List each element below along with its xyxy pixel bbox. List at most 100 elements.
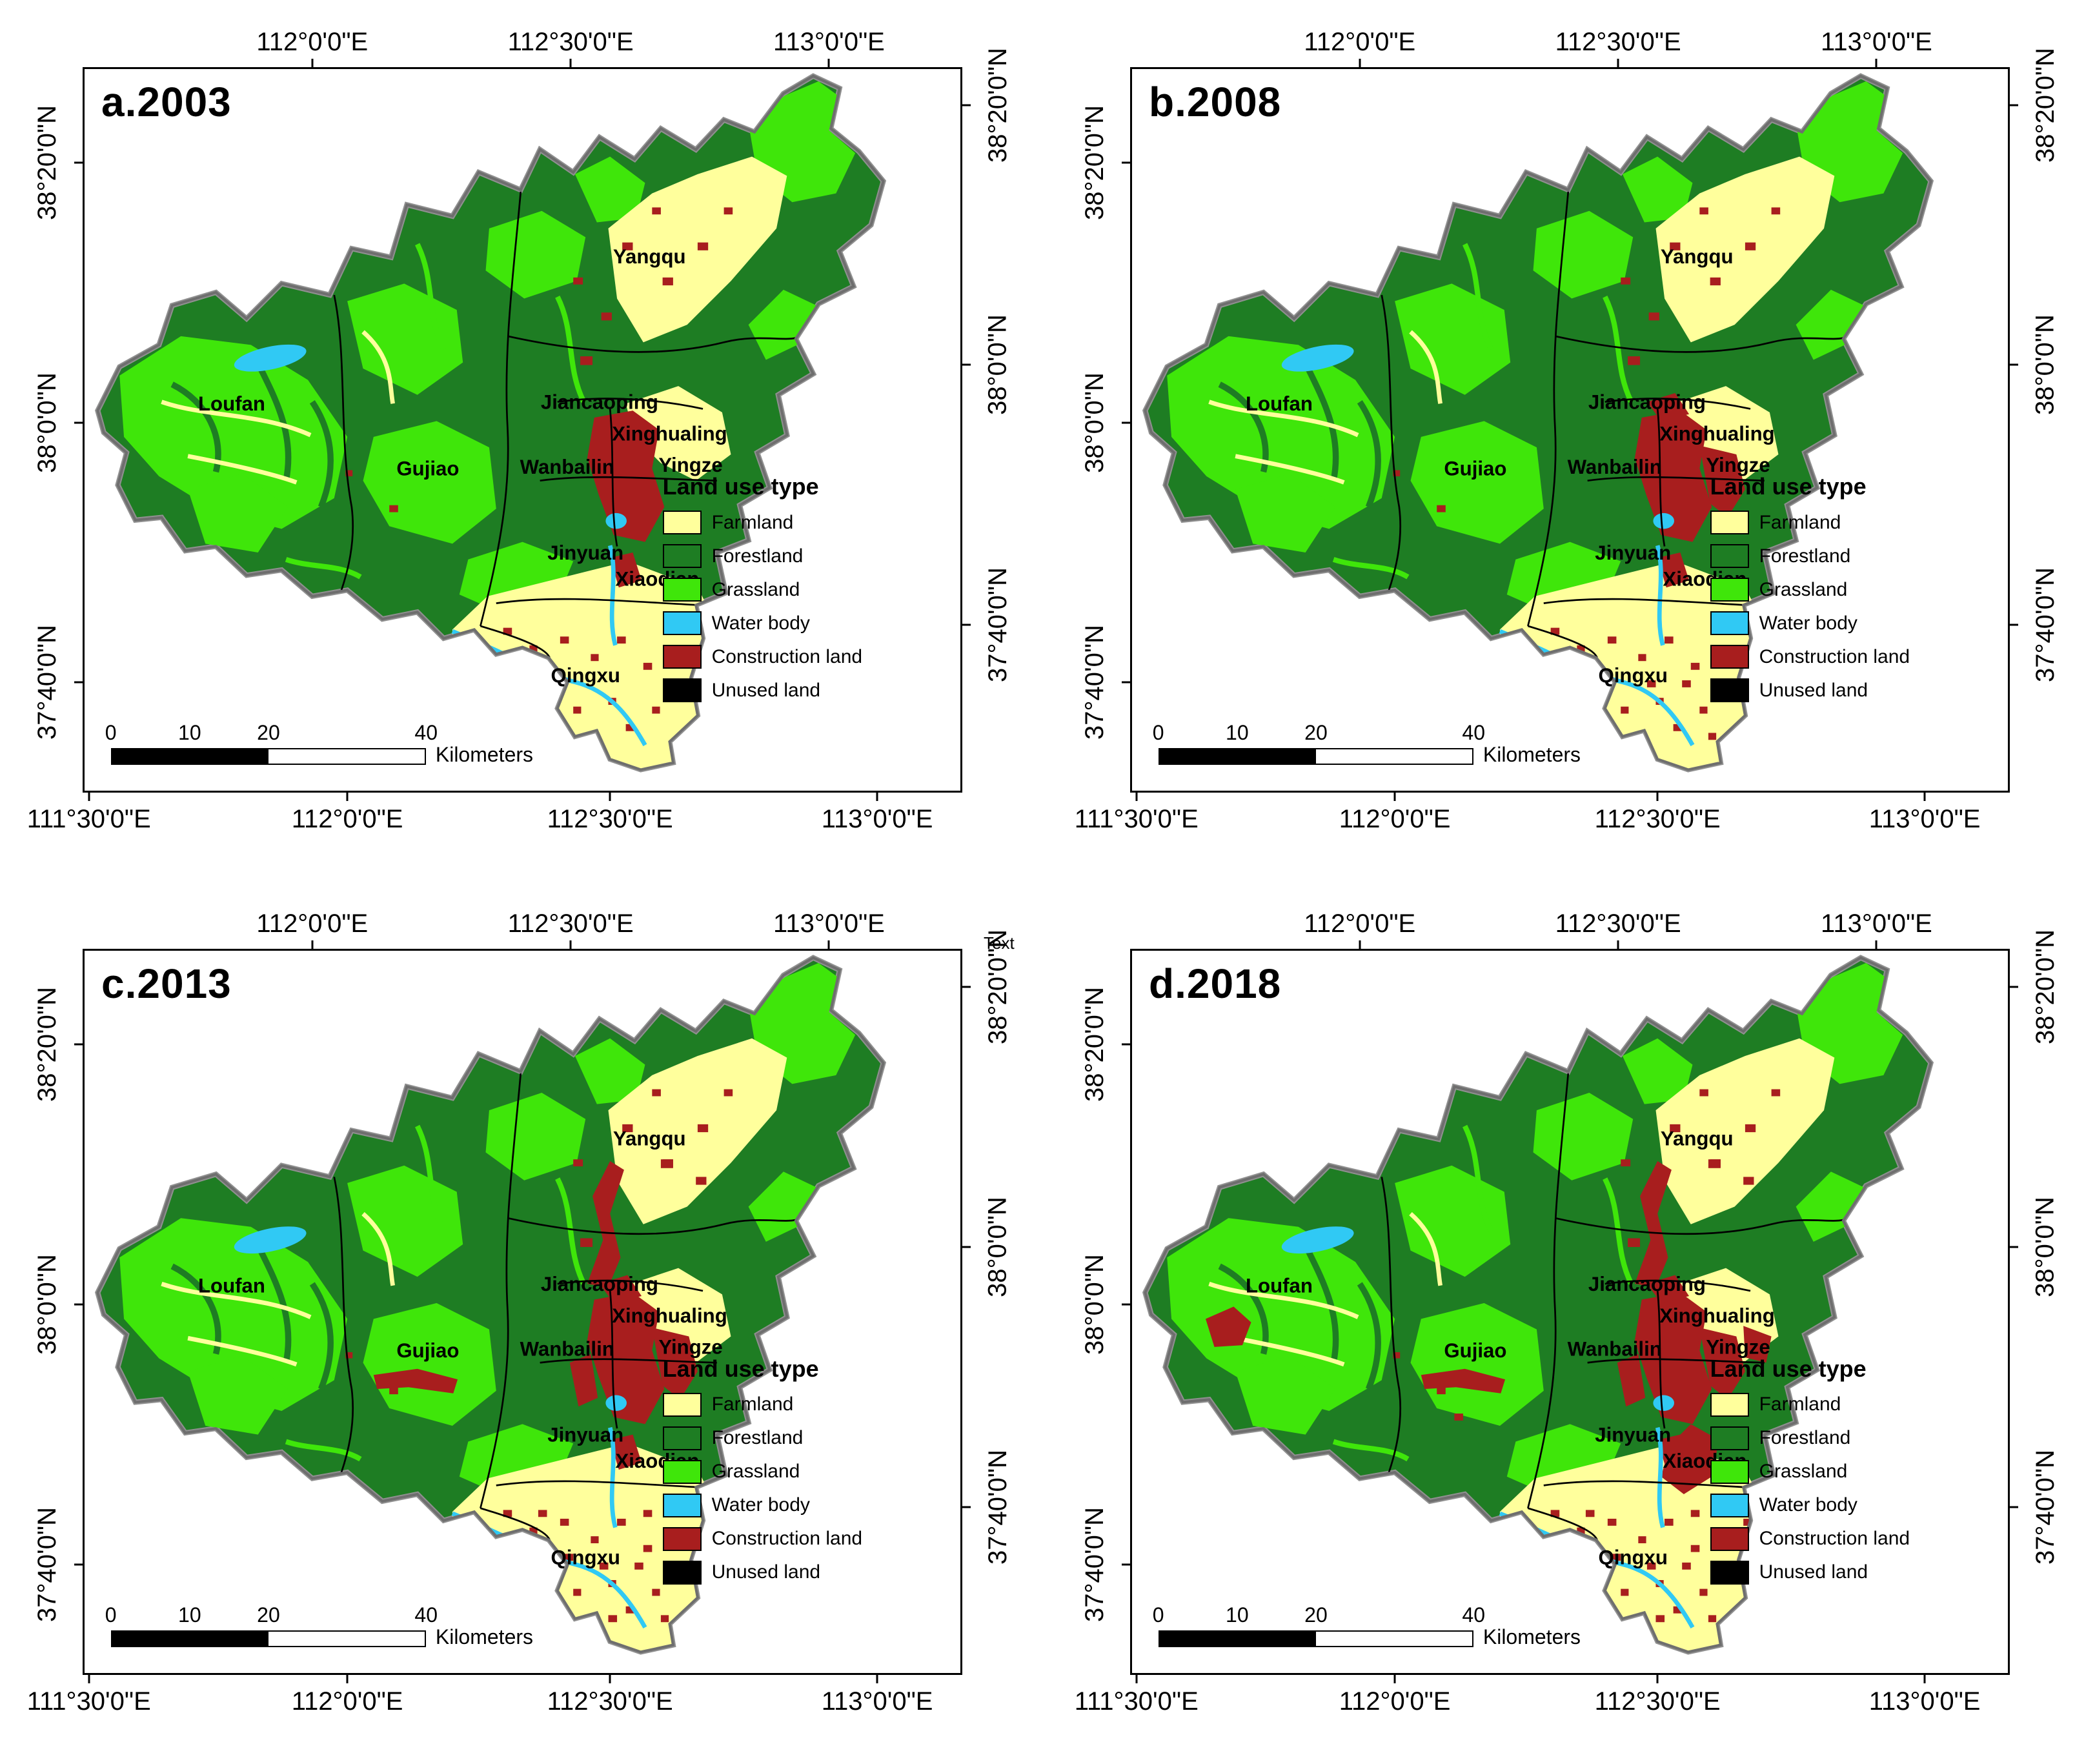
axis-tick [88, 1673, 90, 1683]
landuse-map: Yangqu Loufan Gujiao Jiancaoping Xinghualing… [1142, 73, 1934, 773]
axis-label-left: 37°40'0"N [1080, 1507, 1109, 1623]
legend-label: Unused land [1759, 679, 1868, 701]
axis-label-bottom: 113°0'0"E [821, 1687, 933, 1716]
axis-label-right: 38°0'0"N [2031, 314, 2060, 416]
district-label: Yangqu [1661, 1127, 1734, 1150]
axis-label-right: 38°0'0"N [984, 1196, 1012, 1297]
legend-item: Construction land [662, 1526, 863, 1551]
scalebar-tick-label: 0 [1152, 1603, 1164, 1627]
axis-label-right: 38°20'0"N [2031, 47, 2060, 163]
scalebar-segment-white [268, 1632, 425, 1647]
scalebar-segment-black [1159, 1632, 1316, 1647]
legend-title: Land use type [1710, 1355, 1867, 1382]
scalebar-segment-white [1315, 749, 1473, 764]
lake [1281, 344, 1354, 372]
axis-label-right: 38°0'0"N [2031, 1196, 2060, 1297]
district-label: Qingxu [1598, 664, 1667, 687]
axis-label-left: 38°0'0"N [33, 1254, 61, 1355]
map-canvas: 112°0'0"E 112°30'0"E 113°0'0"E 111°30'0"… [27, 29, 1012, 832]
legend-label: Forestland [711, 545, 804, 567]
scalebar-bar [1158, 748, 1474, 765]
legend-swatch-construction-land [1710, 645, 1749, 669]
legend-label: Construction land [711, 1528, 863, 1550]
legend-label: Forestland [1759, 1427, 1851, 1449]
district-label: Yangqu [1661, 245, 1734, 268]
axis-tick [74, 1303, 85, 1306]
axis-label-bottom: 112°0'0"E [1339, 1687, 1451, 1716]
legend-title: Land use type [662, 1355, 819, 1382]
axis-tick [1656, 1673, 1659, 1683]
scalebar-bar [110, 1630, 427, 1648]
district-label: Xinghualing [612, 422, 727, 445]
axis-label-top: 113°0'0"E [773, 909, 885, 938]
district-label: Yangqu [613, 1127, 686, 1150]
legend-swatch-grassland [662, 578, 702, 602]
district-label: Wanbailin [520, 1337, 614, 1360]
axis-tick [1923, 791, 1926, 801]
district-label: Jinyuan [547, 1423, 623, 1446]
legend-label: Unused land [711, 679, 821, 701]
legend-item: Farmland [662, 511, 862, 535]
legend-swatch-construction-land [662, 1526, 702, 1551]
legend-label: Grassland [1759, 578, 1848, 600]
axis-tick [1617, 59, 1619, 69]
map-canvas: 112°0'0"E 112°30'0"E 113°0'0"E 111°30'0"… [1075, 911, 2060, 1714]
axis-tick [74, 681, 85, 684]
scalebar-tick-label: 20 [1304, 721, 1328, 745]
axis-label-top: 113°0'0"E [1821, 28, 1932, 56]
axis-label-bottom: 113°0'0"E [1868, 1687, 1981, 1716]
scale-bar: 0 10 20 40 Kilometers [1153, 721, 1581, 767]
scalebar-bar [110, 748, 427, 765]
axis-label-left: 38°0'0"N [1080, 1254, 1109, 1355]
axis-label-top: 112°0'0"E [1304, 28, 1416, 56]
axis-tick [876, 791, 878, 801]
legend-item: Unused land [662, 1560, 862, 1585]
map-panel-b: 112°0'0"E 112°30'0"E 113°0'0"E 111°30'0"… [1048, 0, 2095, 882]
district-label: Jinyuan [547, 542, 623, 564]
panel-year-label: d.2018 [1149, 960, 1282, 1007]
axis-label-bottom: 112°30'0"E [547, 1687, 673, 1716]
axis-tick [1135, 791, 1138, 801]
artifact-text: Text [984, 933, 1015, 953]
axis-tick [569, 940, 572, 951]
axis-tick [960, 1506, 971, 1508]
legend-item: Grassland [1710, 1459, 1910, 1484]
legend-swatch-unused-land [662, 678, 702, 703]
district-label: Jiancaoping [1588, 1273, 1706, 1295]
panel-year-label: b.2008 [1149, 79, 1282, 125]
legend-swatch-unused-land [1710, 678, 1749, 703]
axis-tick [960, 1246, 971, 1248]
lake [234, 1226, 307, 1254]
axis-label-left: 38°20'0"N [1080, 987, 1109, 1102]
scalebar-tick-label: 10 [1226, 1603, 1249, 1627]
axis-tick [960, 623, 971, 626]
scalebar-tick-label: 20 [257, 721, 280, 745]
lake [1281, 1226, 1354, 1254]
landuse-layers [119, 81, 856, 770]
legend: Land use type Farmland Forestland Grassl… [1710, 473, 1910, 712]
axis-label-bottom: 112°0'0"E [1339, 805, 1451, 833]
legend-label: Farmland [711, 1394, 794, 1415]
legend-item: Forestland [662, 1426, 862, 1450]
district-label: Gujiao [396, 1339, 459, 1362]
legend-item: Construction land [1710, 645, 1910, 669]
legend-swatch-grassland [662, 1459, 702, 1484]
axis-label-bottom: 111°30'0"E [26, 1687, 151, 1716]
district-label: Jinyuan [1595, 542, 1671, 564]
legend-item: Water body [662, 1493, 862, 1517]
district-label: Yingze [658, 1336, 722, 1359]
axis-tick [1656, 791, 1659, 801]
axis-tick [960, 104, 971, 106]
scalebar-segment-black [112, 1632, 268, 1647]
scalebar-segment-black [112, 749, 268, 764]
landuse-map: Yangqu Loufan Gujiao Jiancaoping Xinghualing… [95, 955, 887, 1655]
axis-label-left: 37°40'0"N [33, 1507, 61, 1623]
legend-swatch-farmland [1710, 511, 1749, 535]
district-label: Wanbailin [520, 456, 614, 478]
legend-item: Construction land [1710, 1526, 1910, 1551]
axis-tick [1875, 59, 1877, 69]
axis-label-top: 112°30'0"E [1555, 28, 1681, 56]
district-label: Yingze [658, 454, 722, 476]
axis-tick [311, 940, 314, 951]
